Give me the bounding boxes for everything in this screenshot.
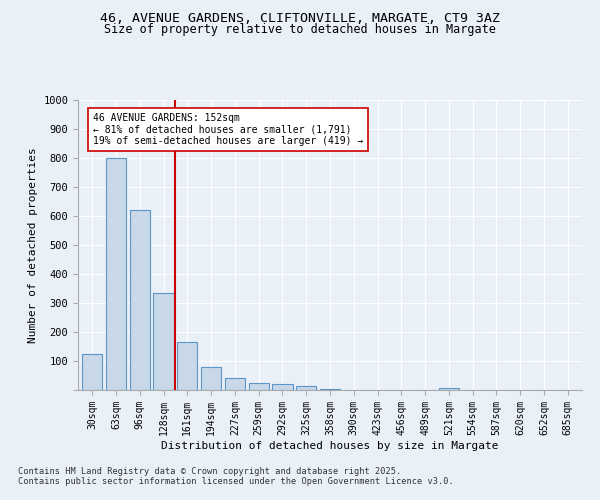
Bar	[201, 367, 221, 390]
Bar	[177, 342, 197, 390]
Bar	[130, 210, 150, 390]
Bar	[296, 386, 316, 390]
Bar	[225, 378, 245, 390]
Bar	[320, 388, 340, 390]
Bar	[154, 293, 173, 390]
Bar	[272, 384, 293, 390]
Text: 46 AVENUE GARDENS: 152sqm
← 81% of detached houses are smaller (1,791)
19% of se: 46 AVENUE GARDENS: 152sqm ← 81% of detac…	[93, 113, 363, 146]
X-axis label: Distribution of detached houses by size in Margate: Distribution of detached houses by size …	[161, 440, 499, 450]
Text: Contains HM Land Registry data © Crown copyright and database right 2025.: Contains HM Land Registry data © Crown c…	[18, 467, 401, 476]
Bar	[248, 383, 269, 390]
Text: 46, AVENUE GARDENS, CLIFTONVILLE, MARGATE, CT9 3AZ: 46, AVENUE GARDENS, CLIFTONVILLE, MARGAT…	[100, 12, 500, 26]
Bar	[106, 158, 126, 390]
Bar	[82, 354, 103, 390]
Text: Contains public sector information licensed under the Open Government Licence v3: Contains public sector information licen…	[18, 477, 454, 486]
Text: Size of property relative to detached houses in Margate: Size of property relative to detached ho…	[104, 22, 496, 36]
Y-axis label: Number of detached properties: Number of detached properties	[28, 147, 38, 343]
Bar	[439, 388, 459, 390]
